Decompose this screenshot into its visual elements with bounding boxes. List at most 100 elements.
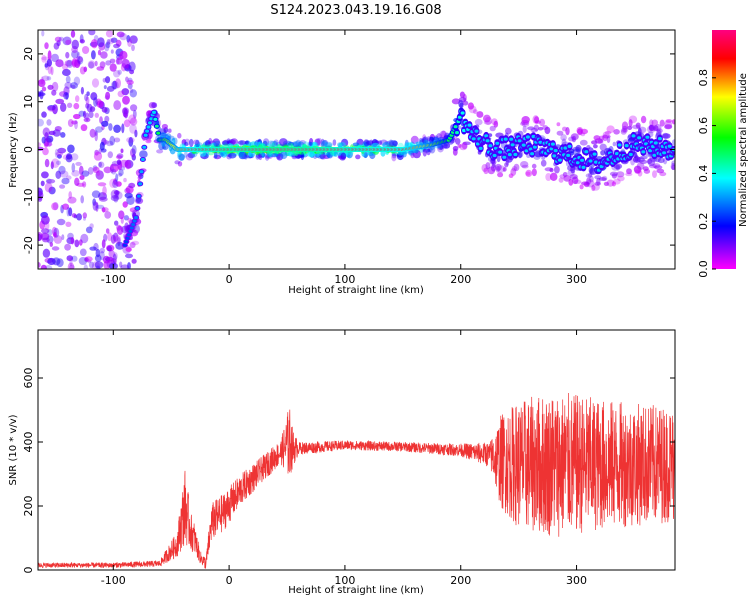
spectrogram-noise-cell <box>93 97 98 107</box>
spectrogram-noise-cell <box>55 170 62 179</box>
spectrogram-noise-cell <box>85 96 90 106</box>
spectrogram-noise-cell <box>38 233 42 242</box>
spectrogram-trace-core <box>478 146 483 150</box>
spectrogram-noise-cell <box>95 202 99 212</box>
spectrogram-noise-cell <box>129 35 138 44</box>
spectrogram-noise-cell <box>109 58 116 64</box>
snr-y-tick-label: 600 <box>22 368 35 389</box>
spectrogram-noise-cell <box>38 262 41 268</box>
spectrogram-cell <box>613 163 623 170</box>
spectrogram-trace-core <box>124 240 129 244</box>
spectrogram-cell <box>649 124 655 132</box>
spectrogram-cell <box>613 129 620 135</box>
spectrogram-noise-cell <box>46 179 56 184</box>
spectrogram-trace-core <box>132 219 137 223</box>
spectrogram-trace-core <box>131 222 136 227</box>
spectrogram-noise-cell <box>105 30 114 38</box>
spectrogram-trace-core <box>530 152 535 156</box>
spectrogram-cell <box>554 166 560 174</box>
spectrogram-cell <box>320 140 328 149</box>
spectrogram-noise-cell <box>75 95 80 103</box>
spectrogram-noise-cell <box>84 256 93 262</box>
spectrogram-noise-cell <box>79 248 87 257</box>
spectrogram-cell <box>485 162 491 170</box>
spectrogram-cell <box>467 102 474 110</box>
spectrogram-noise-cell <box>51 246 60 251</box>
spectrogram-noise-cell <box>65 51 70 59</box>
spectrogram-noise-cell <box>104 115 110 123</box>
snr-y-tick-label: 200 <box>22 496 35 517</box>
spectrogram-noise-cell <box>57 154 62 159</box>
spectrogram-cell <box>230 139 236 145</box>
spectrogram-noise-cell <box>106 39 111 45</box>
spectrogram-noise-cell <box>56 218 66 226</box>
spectrogram-noise-cell <box>81 170 90 177</box>
spectrogram-cell <box>332 139 337 146</box>
spectrogram-noise-cell <box>123 215 129 221</box>
spectrogram-noise-cell <box>105 41 111 49</box>
spectrogram-noise-cell <box>94 261 104 269</box>
spectrogram-x-tick-label: 0 <box>226 273 233 286</box>
spectrogram-trace-core <box>125 236 130 240</box>
spectrogram-noise-cell <box>127 262 131 269</box>
spectrogram-cell <box>525 169 533 177</box>
spectrogram-cell <box>213 151 218 159</box>
spectrogram-noise-cell <box>70 236 75 245</box>
spectrogram-cell <box>652 170 657 179</box>
spectrogram-cell <box>620 128 628 133</box>
spectrogram-cell <box>245 140 249 145</box>
spectrogram-cell <box>628 115 638 124</box>
spectrogram-cell <box>662 133 671 139</box>
spectrogram-cell <box>649 119 654 127</box>
spectrogram-cell <box>505 158 510 166</box>
spectrogram-cell <box>483 114 491 123</box>
spectrogram-cell <box>264 152 270 161</box>
colorbar-tick-label: 0.8 <box>697 69 710 87</box>
spectrogram-cell <box>489 125 496 132</box>
spectrogram-cell <box>591 140 598 145</box>
spectrogram-noise-cell <box>113 43 120 49</box>
snr-x-tick-label: 0 <box>226 574 233 587</box>
spectrogram-cell <box>407 150 414 156</box>
spectrogram-noise-cell <box>97 182 107 187</box>
spectrogram-trace-core <box>462 128 466 133</box>
spectrogram-x-axis-label: Height of straight line (km) <box>288 285 424 296</box>
spectrogram-y-tick-label: 10 <box>22 95 35 109</box>
spectrogram-cell <box>534 116 540 124</box>
spectrogram-y-ticks: -20 -10 0 10 20 <box>22 47 675 254</box>
spectrogram-noise-cell <box>67 262 75 269</box>
spectrogram-noise-cell <box>116 57 123 65</box>
spectrogram-trace-core <box>553 149 558 153</box>
spectrogram-cell <box>656 128 663 133</box>
spectrogram-noise-cell <box>128 114 137 124</box>
spectrogram-cell <box>371 142 380 149</box>
spectrogram-noise-cell <box>66 206 70 217</box>
spectrogram-cell <box>672 139 675 146</box>
spectrogram-cell <box>184 138 191 146</box>
spectrogram-trace-core <box>138 182 143 186</box>
spectrogram-x-ticks: -100 0 100 200 300 <box>101 30 587 286</box>
spectrogram-cell <box>322 139 328 146</box>
spectrogram-noise-cell <box>57 147 67 154</box>
spectrogram-noise-cell <box>111 80 119 90</box>
colorbar-tick-label: 0.4 <box>697 165 710 183</box>
spectrogram-noise-cell <box>123 112 128 118</box>
spectrogram-cell <box>636 162 645 170</box>
spectrogram-noise-cell <box>67 102 73 109</box>
spectrogram-noise-cell <box>109 63 117 72</box>
spectrogram-cell <box>542 125 549 131</box>
spectrogram-cell <box>300 151 305 161</box>
spectrogram-trace-core <box>129 226 134 230</box>
spectrogram-noise-cell <box>42 147 49 156</box>
spectrogram-cell <box>588 172 592 178</box>
spectrogram-noise-cell <box>47 84 54 90</box>
spectrogram-noise-cell <box>87 60 96 69</box>
spectrogram-noise-cell <box>65 75 71 84</box>
spectrogram-noise-cell <box>66 255 74 262</box>
spectrogram-noise-cell <box>87 259 91 264</box>
spectrogram-cell <box>539 118 546 127</box>
spectrogram-cell <box>392 140 398 147</box>
spectrogram-cell <box>337 142 344 148</box>
spectrogram-trace-core <box>495 141 500 145</box>
colorbar-ticks: 0.0 0.2 0.4 0.6 0.8 <box>697 69 716 278</box>
